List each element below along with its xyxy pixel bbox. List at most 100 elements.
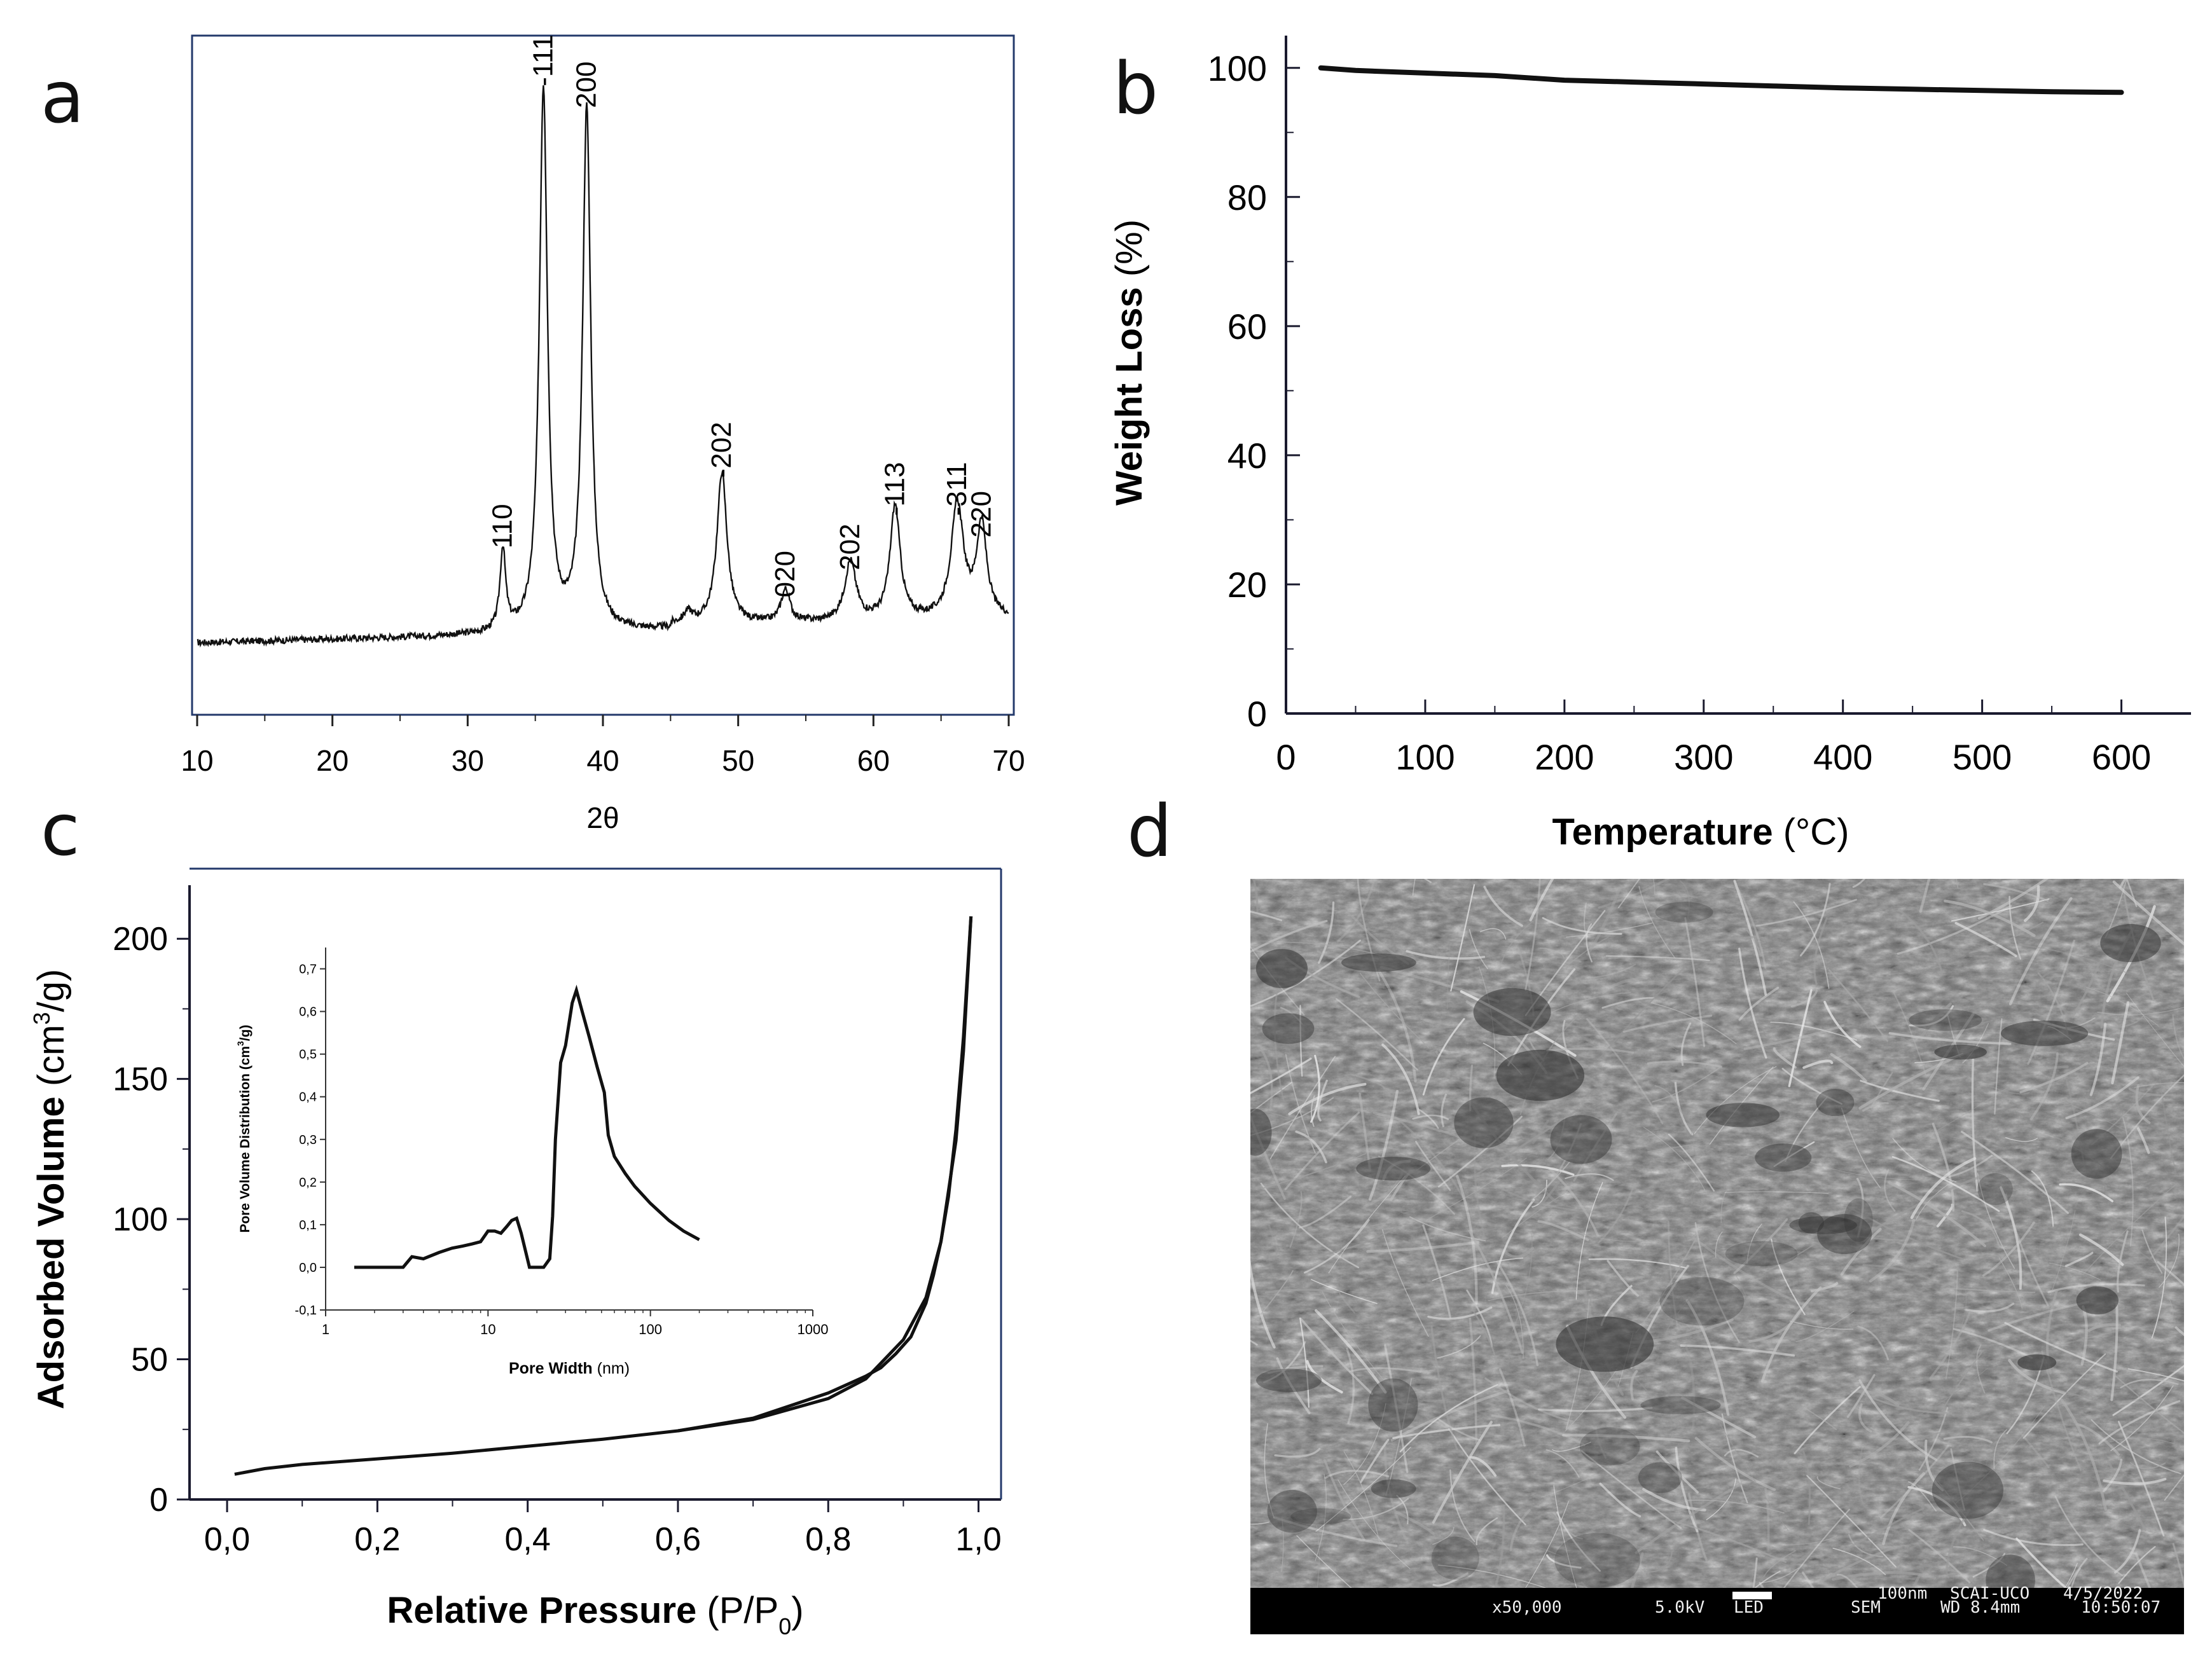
- sem-fiber-strand: [2164, 1474, 2184, 1501]
- sem-fiber-strand: [2172, 1543, 2184, 1588]
- panel-label-c: c: [41, 789, 80, 872]
- sem-fiber-strand: [1832, 1547, 1886, 1575]
- isotherm-y-ticks: 0 50 100 150 200: [113, 921, 190, 1519]
- sem-fiber-strand: [1586, 1018, 1664, 1125]
- sem-fiber-strand: [1743, 1024, 1844, 1051]
- sem-fiber-strand: [1802, 1059, 1834, 1069]
- sem-fiber-strand: [1437, 881, 1458, 904]
- sem-fiber-strand: [1793, 901, 1830, 989]
- sem-fiber-strand: [1663, 1091, 1740, 1197]
- sem-fiber-strand: [1295, 1130, 1327, 1164]
- sem-fiber-strand: [1598, 965, 1687, 1060]
- sem-fiber-strand: [1732, 1270, 1758, 1325]
- sem-pore-shadow: [1256, 1368, 1322, 1393]
- sem-fiber-strand: [1804, 1407, 1837, 1431]
- sem-pore-shadow: [1454, 1097, 1514, 1148]
- sem-fiber-strand: [1888, 1181, 1987, 1248]
- sem-fiber-strand: [2133, 1065, 2184, 1077]
- sem-fiber-strand: [1968, 921, 2044, 954]
- sem-fiber-strand: [1951, 898, 2050, 922]
- sem-fiber-strand: [1954, 921, 2017, 958]
- sem-fiber-strand: [1884, 1169, 1896, 1212]
- sem-fiber-strand: [1472, 1309, 1498, 1366]
- sem-fiber-strand: [1480, 928, 1507, 940]
- panel-label-a: a: [41, 57, 85, 139]
- sem-fiber-strand: [1795, 1311, 1855, 1342]
- sem-fiber-strand: [1468, 1230, 1524, 1354]
- sem-fiber-strand: [1494, 1505, 1505, 1588]
- sem-image-texture: [1250, 879, 2184, 1588]
- inset-y-tick-label: 0,6: [299, 1005, 317, 1019]
- panel-label-d: d: [1127, 790, 1173, 873]
- sem-fiber-strand: [1776, 1337, 1837, 1347]
- sem-fiber-strand: [1733, 1218, 1788, 1274]
- xrd-x-tick-label: 40: [586, 744, 619, 777]
- sem-fiber-strand: [1406, 950, 1486, 960]
- isotherm-x-tick-label: 0,6: [655, 1521, 701, 1558]
- sem-fiber-strand: [1457, 1527, 1580, 1565]
- sem-fiber-strand: [1781, 1535, 1837, 1545]
- sem-fiber-strand: [1694, 1222, 1740, 1343]
- sem-fiber-strand: [2008, 897, 2073, 1005]
- sem-fiber-strand: [1502, 1189, 1572, 1239]
- sem-fiber-strand: [1746, 930, 1762, 957]
- sem-fiber-strand: [1570, 1230, 1640, 1242]
- sem-fiber-strand: [1918, 1407, 1949, 1471]
- sem-pore-shadow: [1554, 1533, 1640, 1588]
- sem-fiber-strand: [1819, 1546, 1898, 1583]
- sem-fiber-strand: [1450, 884, 1476, 992]
- sem-fiber-strand: [1862, 1264, 1931, 1280]
- sem-fiber-strand: [1285, 1054, 1316, 1154]
- sem-pore-shadow: [2076, 1286, 2119, 1314]
- sem-fiber-strand: [1692, 1236, 1809, 1308]
- sem-fiber-strand: [1281, 1517, 1284, 1573]
- sem-fiber-strand: [1643, 1550, 1673, 1573]
- isotherm-desorption-branch: [677, 916, 973, 1433]
- sem-fiber-strand: [1390, 1169, 1414, 1201]
- sem-fiber-strand: [1250, 920, 1328, 953]
- sem-fiber-strand: [1525, 1501, 1569, 1588]
- sem-fiber-strand: [1688, 1492, 1708, 1561]
- sem-fiber-strand: [1382, 1160, 1411, 1181]
- sem-fiber-strand: [2008, 1358, 2065, 1395]
- sem-fiber-strand: [1422, 1224, 1451, 1319]
- sem-fiber-strand: [1383, 1444, 1409, 1544]
- sem-fiber-strand: [1754, 1571, 1781, 1588]
- tga-x-tick-label: 0: [1276, 737, 1296, 777]
- inset-x-tick-label: 1: [322, 1321, 329, 1337]
- sem-fiber-strand: [2110, 1074, 2184, 1160]
- sem-fiber-strand: [1788, 989, 1813, 1087]
- sem-fiber-strand: [2110, 1304, 2119, 1402]
- sem-fiber-strand: [1870, 1072, 1893, 1109]
- xrd-x-tick-label: 30: [452, 744, 484, 777]
- sem-fiber-strand: [1654, 1085, 1683, 1121]
- sem-fiber-strand: [1430, 1325, 1458, 1451]
- isotherm-x-tick-label: 1,0: [955, 1521, 1001, 1558]
- tga-x-tick-label: 100: [1395, 737, 1455, 777]
- sem-fiber-strand: [1862, 1101, 1889, 1112]
- sem-fiber-strand: [1556, 1511, 1601, 1572]
- sem-fiber-strand: [1441, 1093, 1447, 1127]
- sem-fiber-strand: [1399, 1024, 1464, 1037]
- xrd-peak-label: -113: [879, 462, 910, 516]
- tga-y-tick-label: 80: [1227, 177, 1267, 217]
- sem-fiber-strand: [1263, 1341, 1306, 1383]
- sem-fiber-strand: [1437, 1335, 1481, 1359]
- sem-fiber-strand: [1598, 879, 1670, 909]
- sem-fiber-strand: [1409, 1216, 1486, 1242]
- sem-fiber-strand: [2022, 1353, 2106, 1439]
- inset-y-axis-label: Pore Volume Distribution (cm3/g): [235, 1024, 252, 1232]
- sem-fiber-strand: [1894, 1367, 1988, 1428]
- sem-date: 4/5/2022: [2063, 1584, 2143, 1603]
- sem-fiber-strand: [2122, 1117, 2134, 1247]
- sem-fiber-strand: [2112, 880, 2184, 946]
- sem-fiber-strand: [1664, 1281, 1710, 1335]
- sem-fiber-strand: [1488, 1290, 1591, 1301]
- sem-fiber-strand: [1909, 1005, 1954, 1027]
- sem-fiber-strand: [2005, 1193, 2049, 1307]
- sem-fiber-strand: [1830, 1052, 1867, 1083]
- sem-fiber-strand: [2114, 1529, 2141, 1574]
- sem-fiber-strand: [1565, 1173, 1614, 1182]
- sem-fiber-strand: [2159, 1078, 2177, 1175]
